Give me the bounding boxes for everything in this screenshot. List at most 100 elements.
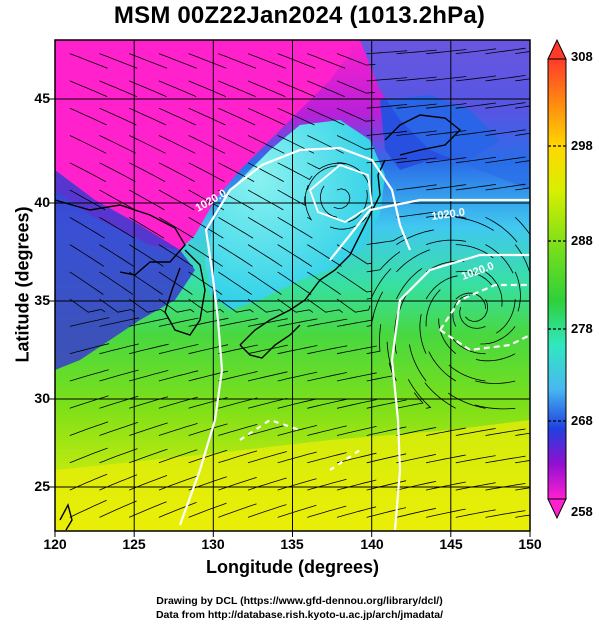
streamline	[515, 514, 530, 518]
streamline	[396, 184, 437, 191]
streamline	[485, 156, 526, 164]
streamline	[515, 132, 530, 136]
streamline	[158, 502, 197, 518]
streamline	[99, 80, 138, 97]
streamline	[515, 51, 530, 54]
streamline	[336, 271, 372, 293]
streamline	[396, 130, 437, 136]
streamline	[485, 75, 526, 82]
streamline	[277, 478, 317, 491]
streamline	[277, 53, 316, 69]
streamline	[277, 451, 317, 464]
streamline	[188, 107, 226, 126]
streamline	[158, 271, 193, 295]
streamline	[218, 162, 255, 182]
streamline	[69, 53, 108, 69]
streamline	[426, 130, 467, 136]
streamline	[218, 53, 257, 69]
streamline	[425, 275, 458, 300]
streamline	[129, 189, 165, 211]
streamline	[158, 423, 198, 436]
streamline	[307, 244, 342, 267]
lon-tick-120: 120	[43, 536, 67, 552]
streamline	[129, 448, 168, 464]
streamline	[158, 216, 194, 239]
streamline	[366, 268, 392, 300]
credit-data: Data from http://database.rish.kyoto-u.a…	[155, 609, 444, 621]
x-axis-label: Longitude (degrees)	[205, 557, 379, 577]
streamline	[336, 506, 377, 518]
streamline	[307, 271, 342, 295]
streamline	[426, 103, 467, 109]
streamline	[69, 421, 109, 436]
streamline	[128, 216, 165, 239]
streamline	[277, 504, 317, 518]
streamline	[99, 422, 139, 436]
streamline	[218, 477, 257, 491]
streamline	[366, 426, 407, 436]
streamline	[69, 395, 109, 409]
streamline	[307, 478, 347, 491]
streamline	[158, 107, 196, 126]
streamline	[69, 135, 107, 154]
streamline	[247, 298, 284, 313]
streamline	[218, 244, 253, 267]
streamline	[455, 48, 497, 54]
streamline	[188, 344, 229, 355]
streamline	[277, 271, 312, 295]
streamline	[485, 102, 526, 109]
streamline	[455, 75, 497, 82]
streamline	[129, 107, 167, 126]
streamline	[396, 268, 423, 300]
colorbar-tick-268: 268	[571, 413, 593, 428]
streamline	[366, 104, 408, 109]
streamline	[247, 451, 287, 464]
streamline	[129, 501, 167, 518]
streamline	[426, 76, 467, 82]
streamline	[247, 107, 285, 126]
streamline	[336, 452, 377, 464]
streamline	[307, 80, 345, 97]
streamline	[69, 447, 108, 464]
streamline	[247, 135, 285, 154]
streamline	[426, 215, 467, 219]
lon-tick-140: 140	[360, 536, 384, 552]
streamline	[304, 184, 313, 221]
sea-of-japan-field	[205, 120, 385, 310]
streamline	[218, 107, 256, 126]
streamline	[277, 216, 313, 239]
streamline	[277, 244, 313, 267]
streamline	[396, 392, 424, 409]
streamline	[129, 422, 168, 436]
streamline	[396, 157, 437, 164]
streamline	[277, 425, 317, 436]
streamline	[247, 504, 287, 518]
coastlines	[55, 114, 462, 531]
streamline	[99, 448, 138, 464]
streamline	[307, 53, 346, 69]
streamline	[69, 317, 110, 327]
streamline	[455, 509, 496, 518]
streamline	[485, 129, 526, 136]
streamline	[158, 135, 196, 154]
streamline	[158, 80, 197, 97]
streamline	[247, 344, 288, 355]
streamline	[426, 481, 466, 491]
isobars	[178, 146, 530, 531]
streamline	[396, 249, 431, 273]
streamline	[129, 162, 166, 182]
streamline	[485, 244, 514, 274]
lat-tick-45: 45	[34, 90, 50, 106]
streamline	[218, 189, 254, 211]
streamline	[455, 156, 496, 164]
streamline	[247, 80, 286, 97]
streamline	[409, 344, 427, 382]
streamline	[336, 345, 377, 355]
streamline	[129, 370, 169, 382]
streamline	[247, 318, 288, 327]
streamline	[336, 372, 377, 382]
streamline	[99, 135, 137, 154]
streamline	[336, 479, 377, 491]
streamline	[277, 398, 318, 409]
colorbar-bottom-arrow	[547, 498, 567, 520]
